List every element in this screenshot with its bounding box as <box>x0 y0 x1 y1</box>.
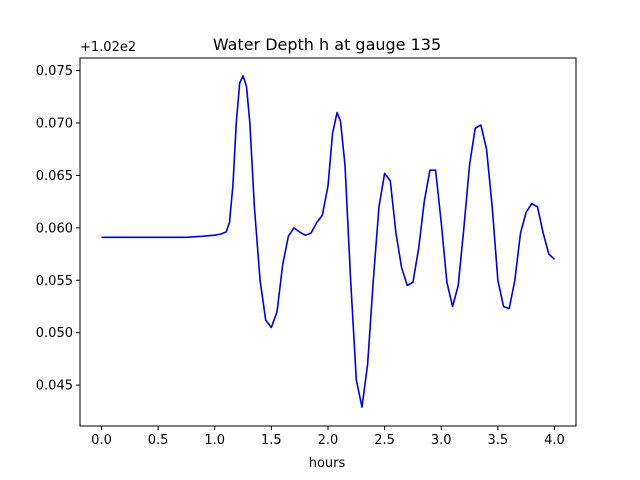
series-line-0 <box>101 75 556 408</box>
plot-area: 0.0 0.5 1.0 1.5 2.0 2.5 3.0 3.5 4.0 0.045 0.050 0.0… <box>36 57 577 448</box>
x-tick-label: 4.0 <box>544 433 565 448</box>
y-tick-label: 0.070 <box>36 117 73 132</box>
y-tick-label: 0.075 <box>36 64 73 79</box>
x-axis-label: hours <box>309 456 346 471</box>
x-tick-label: 0.0 <box>91 433 112 448</box>
axes-frame <box>79 57 577 427</box>
x-tick-label: 2.0 <box>318 433 339 448</box>
y-tick-label: 0.065 <box>36 169 73 184</box>
y-axis-offset-label: +1.02e2 <box>80 40 136 55</box>
x-tick-label: 3.0 <box>431 433 452 448</box>
x-tick-label: 1.0 <box>204 433 225 448</box>
y-tick-label: 0.045 <box>36 379 73 394</box>
y-tick-label: 0.060 <box>36 221 73 236</box>
x-tick-label: 2.5 <box>374 433 395 448</box>
y-tick-label: 0.050 <box>36 326 73 341</box>
x-tick-label: 0.5 <box>148 433 169 448</box>
x-tick-label: 3.5 <box>488 433 509 448</box>
chart-title: Water Depth h at gauge 135 <box>213 35 441 54</box>
x-tick-label: 1.5 <box>261 433 282 448</box>
y-tick-label: 0.055 <box>36 274 73 289</box>
